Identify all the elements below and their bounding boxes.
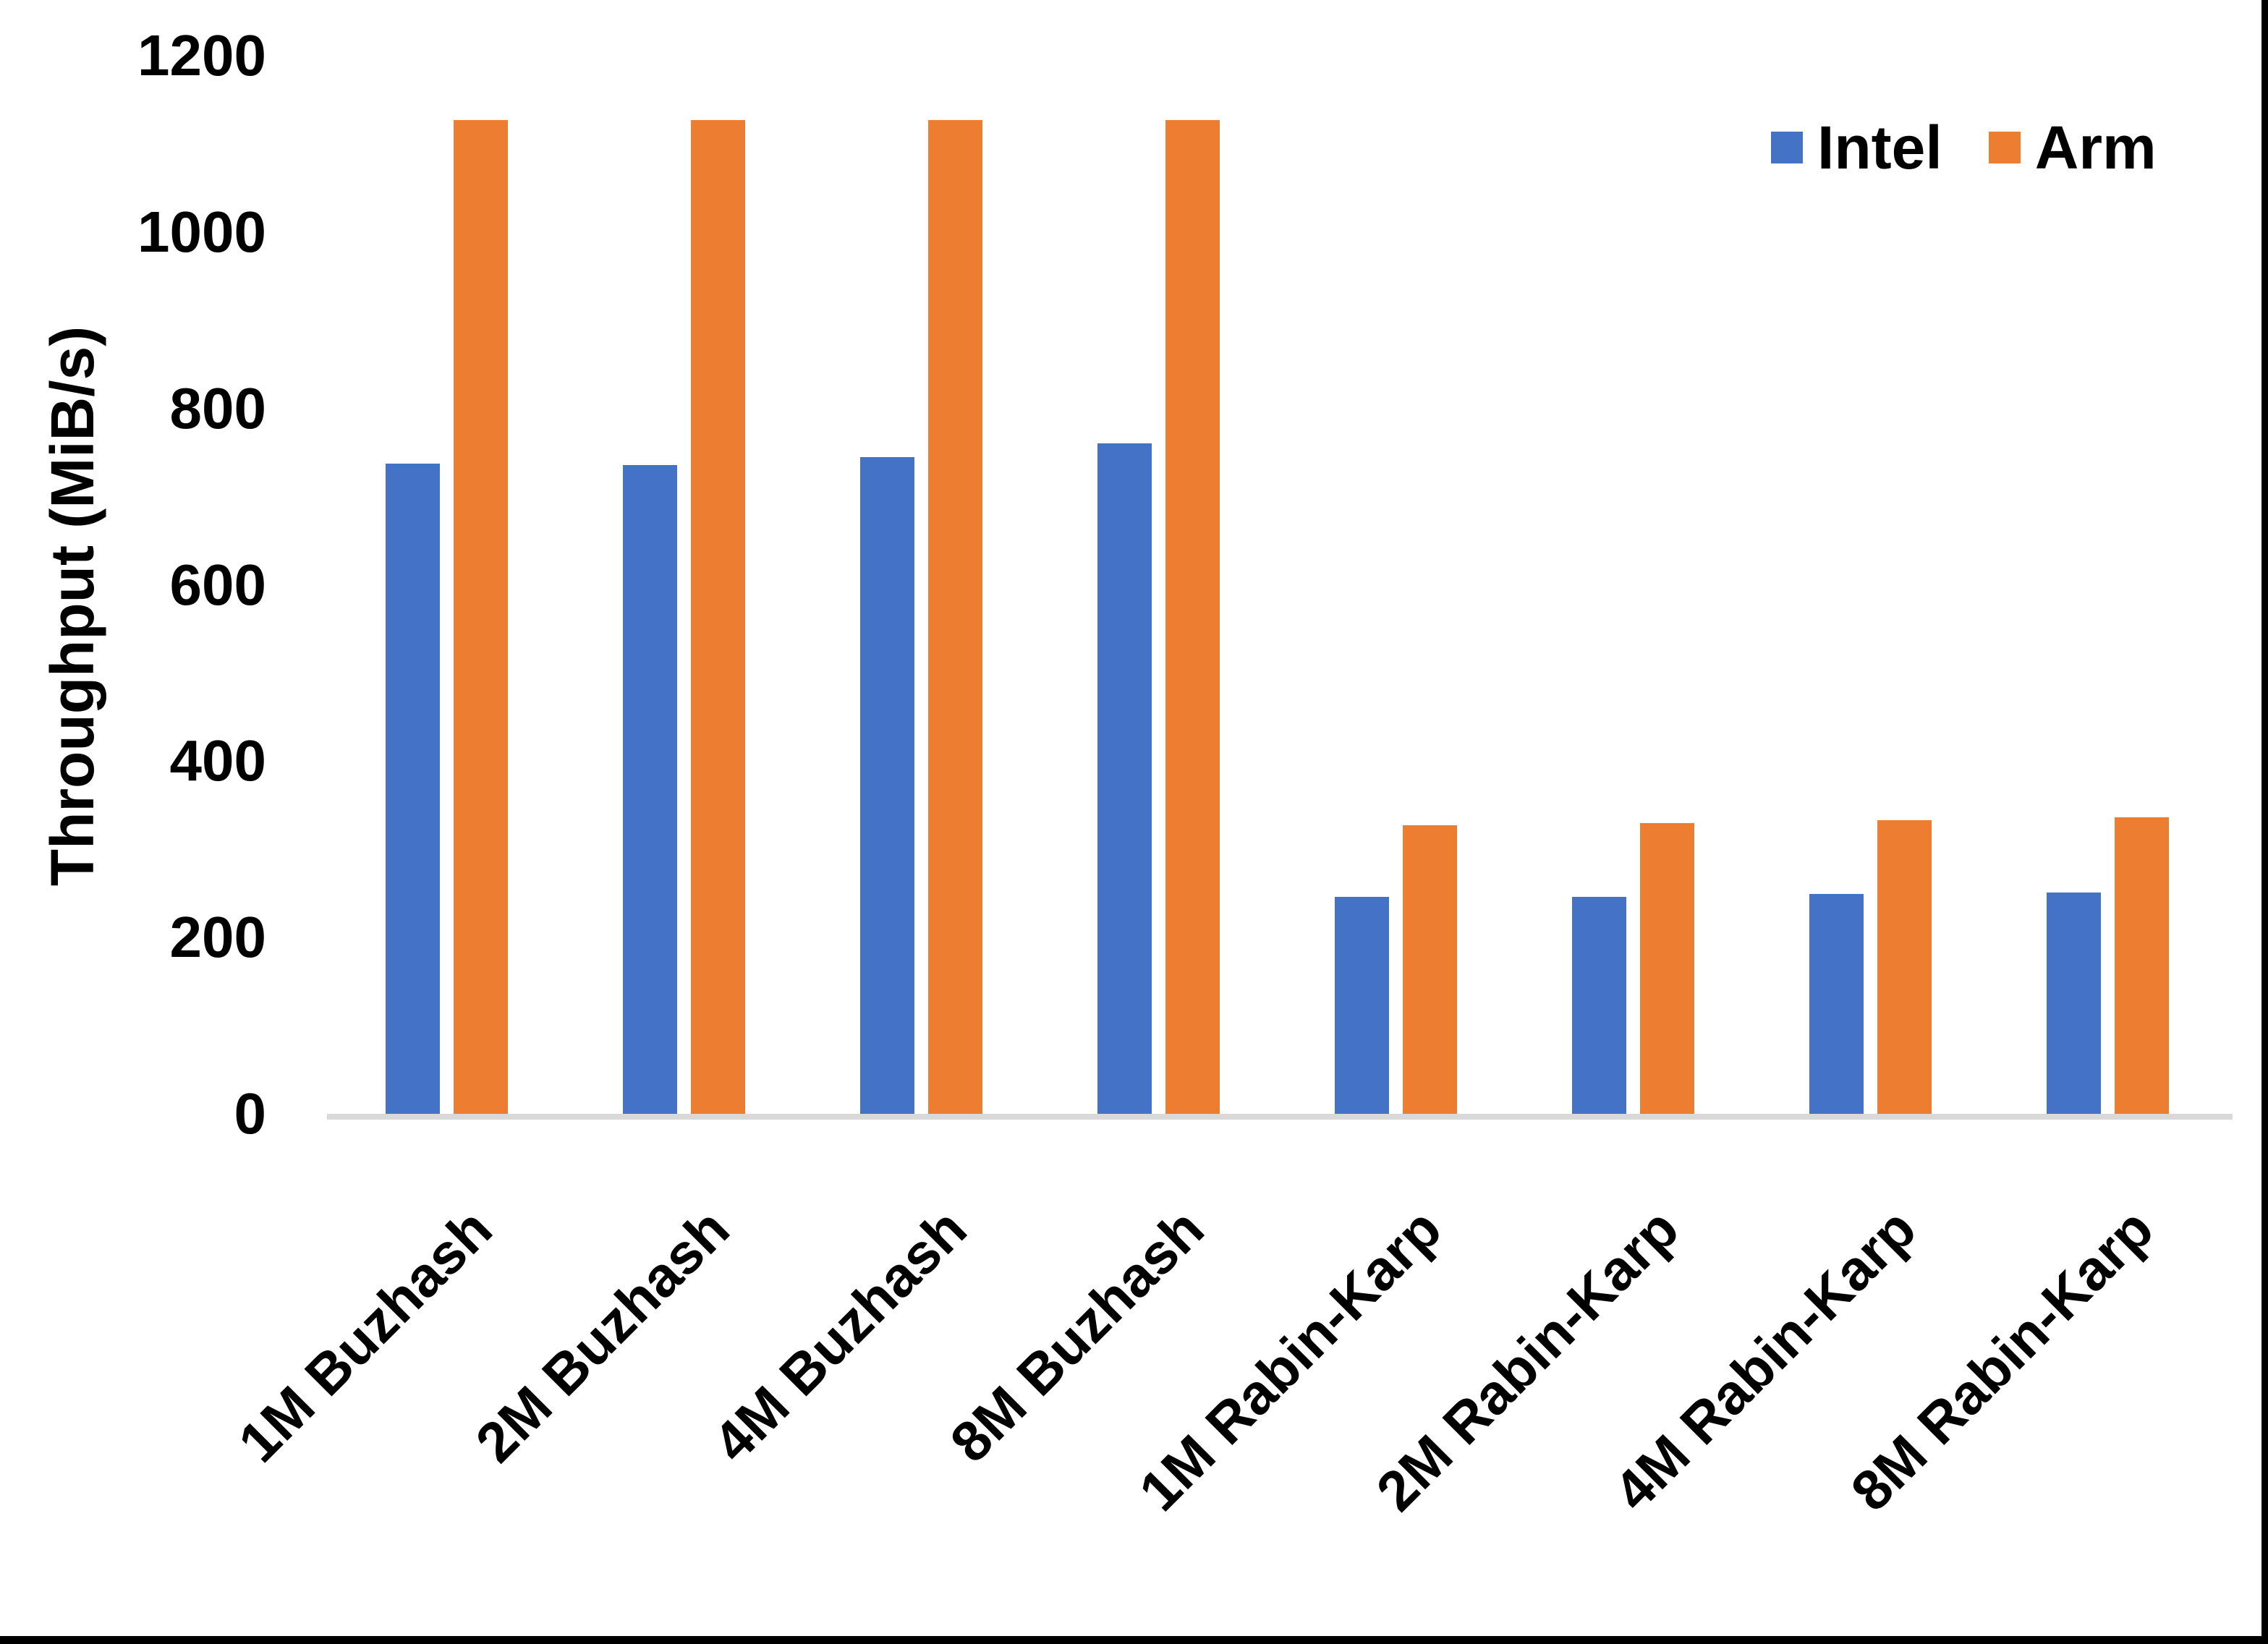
legend-item-intel: Intel — [1771, 114, 1942, 182]
y-tick-label-0: 0 — [234, 1081, 267, 1146]
bar-intel-2m-buzhash — [623, 465, 677, 1114]
x-axis-label-4m-buzhash: 4M Buzhash — [701, 1196, 980, 1475]
legend-swatch-arm — [1988, 132, 2021, 163]
bar-intel-8m-buzhash — [1097, 443, 1152, 1114]
y-tick-label-200: 200 — [169, 905, 266, 970]
legend-swatch-intel — [1771, 132, 1803, 163]
legend-label-arm: Arm — [2034, 114, 2157, 182]
bar-arm-2m-rabin-karp — [1640, 823, 1694, 1114]
bottom-border — [0, 1636, 2268, 1644]
bar-arm-2m-buzhash — [691, 120, 745, 1114]
bar-intel-8m-rabin-karp — [2047, 893, 2101, 1114]
bar-arm-4m-buzhash — [928, 120, 982, 1114]
bar-intel-4m-rabin-karp — [1809, 894, 1864, 1114]
bar-arm-1m-rabin-karp — [1403, 825, 1457, 1114]
x-axis-label-1m-buzhash: 1M Buzhash — [226, 1196, 505, 1475]
bar-intel-1m-rabin-karp — [1335, 897, 1389, 1114]
y-tick-label-1200: 1200 — [137, 23, 266, 88]
bar-arm-4m-rabin-karp — [1877, 820, 1932, 1114]
y-tick-label-400: 400 — [169, 728, 266, 793]
bar-arm-1m-buzhash — [454, 120, 508, 1114]
bar-arm-8m-rabin-karp — [2115, 817, 2169, 1114]
x-axis-label-2m-buzhash: 2M Buzhash — [464, 1196, 742, 1475]
bar-intel-2m-rabin-karp — [1572, 897, 1626, 1114]
legend: Intel Arm — [1771, 114, 2157, 182]
bar-intel-4m-buzhash — [860, 457, 914, 1114]
y-tick-label-600: 600 — [169, 552, 266, 617]
bar-intel-1m-buzhash — [386, 464, 440, 1114]
legend-item-arm: Arm — [1988, 114, 2157, 182]
y-tick-label-1000: 1000 — [137, 199, 266, 264]
x-axis-line — [327, 1114, 2233, 1120]
y-tick-label-800: 800 — [169, 375, 266, 440]
legend-label-intel: Intel — [1817, 114, 1942, 182]
right-border — [2261, 0, 2268, 1644]
bar-arm-8m-buzhash — [1165, 120, 1220, 1114]
